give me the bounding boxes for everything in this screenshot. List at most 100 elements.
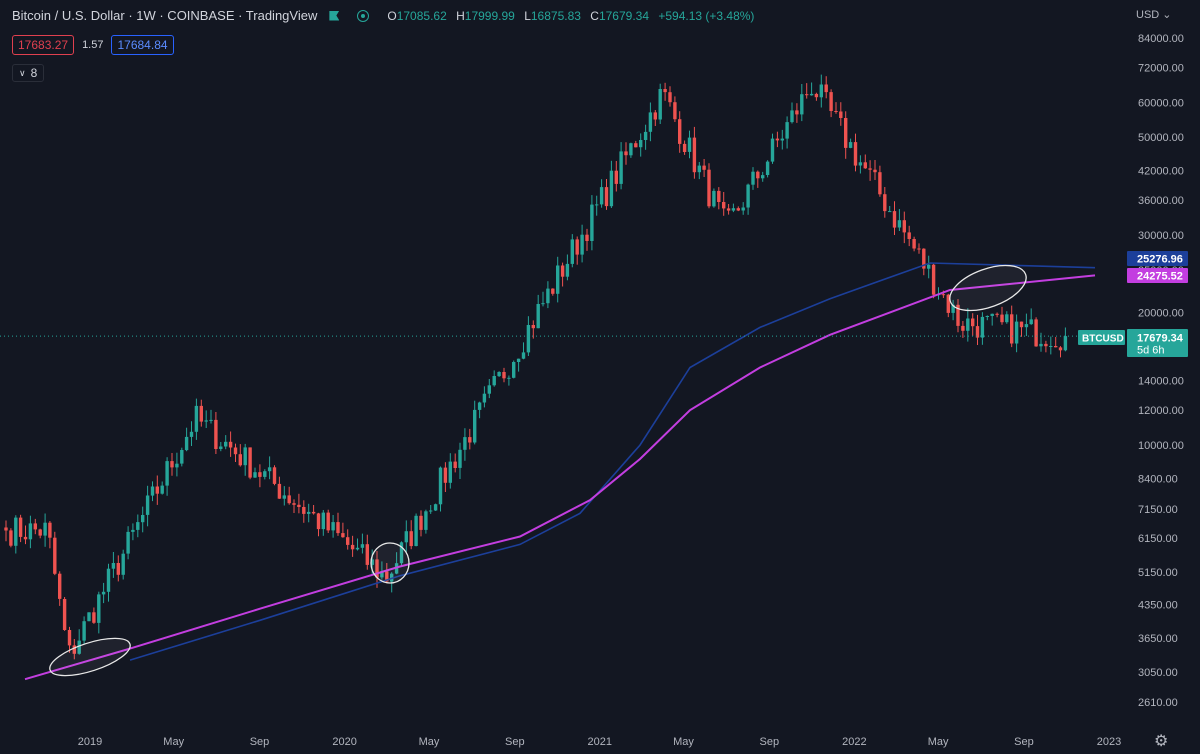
candle-body — [775, 138, 780, 141]
candle-body — [184, 436, 189, 451]
candle-body — [531, 325, 535, 329]
candle-body — [331, 522, 335, 531]
candle-body — [1058, 347, 1063, 351]
candle-body — [365, 544, 369, 565]
high-label: H — [456, 8, 465, 23]
candle-body — [111, 563, 116, 569]
candle-body — [726, 208, 731, 211]
candle-body — [966, 318, 970, 331]
candle-body — [150, 486, 155, 496]
candle-body — [1005, 314, 1009, 323]
candle-body — [946, 294, 950, 313]
candle-body — [253, 472, 257, 478]
time-tick-label: May — [419, 736, 440, 748]
market-status-icon[interactable] — [357, 9, 370, 22]
candle-body — [595, 204, 599, 206]
change-value: +594.13 (+3.48%) — [658, 8, 755, 23]
time-tick-label: 2022 — [842, 736, 866, 748]
candle-body — [1044, 343, 1048, 347]
candle-body — [287, 495, 291, 504]
candle-body — [38, 529, 42, 536]
price-tick-label: 2610.00 — [1138, 697, 1178, 709]
candle-body — [1019, 321, 1024, 328]
candle-body — [101, 591, 106, 595]
candle-body — [214, 419, 218, 449]
open-value: 17085.62 — [396, 8, 447, 23]
candle-body — [326, 512, 330, 531]
candle-body — [433, 504, 438, 511]
legend-title-row: Bitcoin / U.S. Dollar · 1W · COINBASE · … — [12, 8, 754, 23]
candle-body — [1010, 314, 1014, 344]
candle-body — [599, 187, 604, 205]
candle-body — [170, 461, 174, 468]
currency-selector[interactable]: USD ⌄ — [1136, 8, 1172, 21]
candle-body — [180, 450, 184, 464]
high-value: 17999.99 — [464, 8, 515, 23]
candle-body — [917, 248, 921, 250]
candle-body — [145, 495, 150, 515]
candle-body — [912, 239, 916, 249]
candle-body — [634, 143, 638, 148]
price-tick-label: 72000.00 — [1138, 63, 1184, 75]
moving-average-blue — [129, 262, 1096, 661]
highlight-ellipse-2020 — [370, 542, 410, 584]
candle-body — [316, 513, 321, 530]
price-tick-label: 7150.00 — [1138, 504, 1178, 516]
candle-body — [756, 171, 760, 179]
candle-body — [897, 220, 902, 228]
candle-body — [199, 405, 203, 422]
time-axis[interactable]: 2019 May Sep 2020 May Sep 2021 May Sep 2022 May Sep… — [78, 736, 1121, 748]
candle-body — [731, 208, 736, 211]
low-value: 16875.83 — [530, 8, 581, 23]
candle-body — [1029, 319, 1033, 325]
candle-body — [927, 264, 931, 269]
candle-body — [985, 316, 989, 317]
buy-button[interactable]: 17684.84 — [111, 35, 174, 55]
candle-body — [800, 94, 804, 115]
candle-body — [165, 461, 169, 486]
candle-body — [858, 162, 863, 166]
price-axis[interactable]: 84000.00 72000.00 60000.00 50000.00 42000.00… — [1138, 33, 1184, 709]
candle-body — [228, 441, 233, 448]
flag-icon[interactable] — [329, 11, 339, 21]
indicators-toggle-button[interactable]: ∨ 8 — [12, 64, 45, 82]
candle-body — [551, 288, 555, 294]
sell-button[interactable]: 17683.27 — [12, 35, 75, 55]
candle-body — [370, 559, 374, 565]
candle-body — [658, 89, 662, 120]
candle-body — [136, 522, 140, 530]
price-tick-label: 14000.00 — [1138, 376, 1184, 388]
price-tick-label: 8400.00 — [1138, 473, 1178, 485]
candle-body — [785, 122, 789, 139]
close-label: C — [590, 8, 599, 23]
candle-body — [863, 162, 867, 169]
candle-body — [1054, 346, 1058, 348]
candle-body — [106, 568, 111, 592]
price-tick-label: 5150.00 — [1138, 567, 1178, 579]
candle-body — [604, 187, 609, 207]
candle-body — [839, 111, 843, 118]
candle-body — [497, 372, 501, 377]
gear-icon[interactable]: ⚙ — [1154, 733, 1169, 750]
bar-countdown: 5d 6h — [1137, 345, 1165, 357]
candle-body — [155, 486, 159, 494]
candle-body — [995, 313, 999, 315]
candle-body — [741, 207, 745, 211]
candle-body — [243, 447, 247, 466]
candle-body — [1024, 324, 1029, 328]
candle-body — [1000, 314, 1004, 323]
candle-body — [643, 131, 648, 140]
candle-body — [116, 563, 120, 575]
time-tick-label: May — [673, 736, 694, 748]
candle-body — [961, 325, 965, 331]
candle-body — [385, 571, 389, 582]
candle-body — [58, 573, 62, 599]
symbol-title[interactable]: Bitcoin / U.S. Dollar · 1W · COINBASE · … — [12, 8, 318, 23]
candle-body — [883, 194, 887, 212]
candle-body — [546, 288, 550, 304]
candle-body — [302, 507, 306, 514]
candle-body — [473, 409, 477, 443]
candle-body — [668, 92, 672, 103]
candle-body — [92, 612, 96, 623]
